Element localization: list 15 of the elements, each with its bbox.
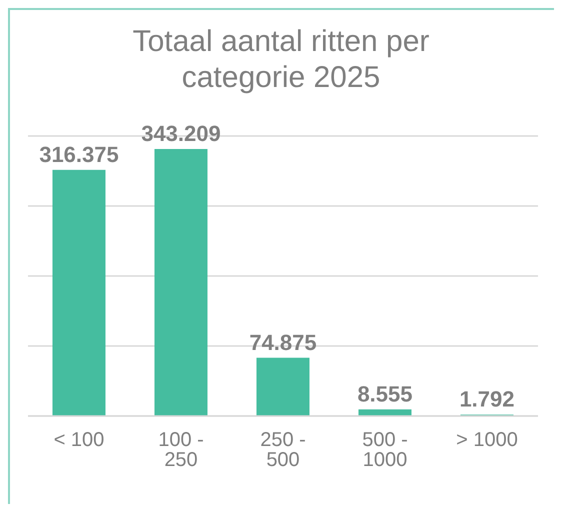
x-tick-label: 100 - 250: [158, 429, 204, 472]
bar: [256, 358, 310, 416]
bar: [154, 149, 208, 416]
data-label: 74.875: [249, 330, 317, 355]
bar: [52, 170, 106, 416]
x-tick-label: 250 - 500: [260, 429, 306, 472]
x-tick-label: > 1000: [456, 429, 518, 452]
chart-title: Totaal aantal ritten per categorie 2025: [132, 24, 430, 96]
data-label: 316.375: [39, 142, 119, 167]
data-label: 343.209: [141, 121, 221, 146]
bar: [358, 409, 412, 416]
data-label: 8.555: [357, 381, 413, 406]
x-tick-label: 500 - 1000: [362, 429, 408, 472]
data-label: 1.792: [459, 386, 515, 412]
x-tick-label: < 100: [54, 429, 104, 452]
